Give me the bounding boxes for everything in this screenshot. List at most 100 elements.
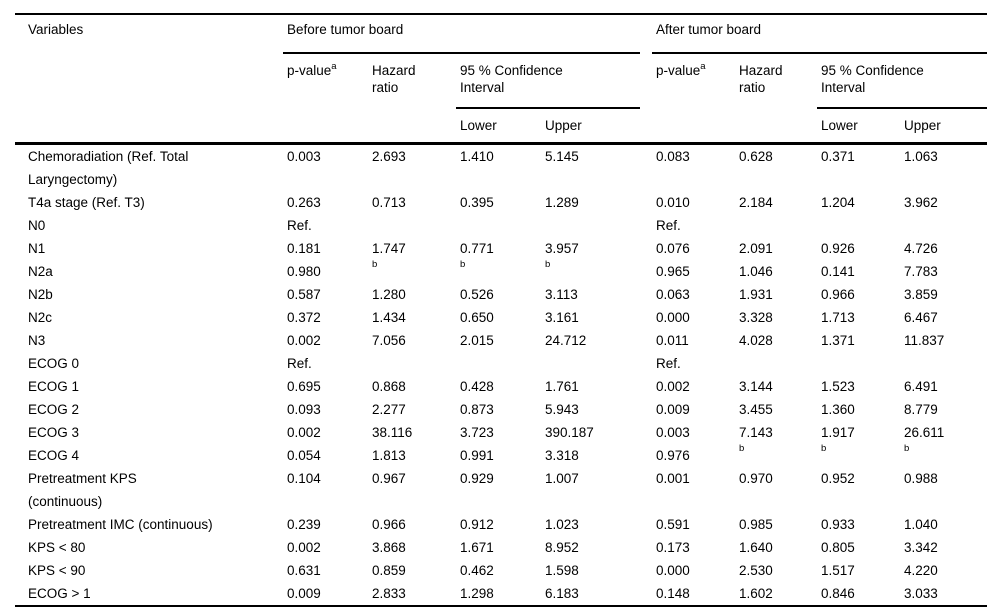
value-cell: b bbox=[735, 444, 817, 467]
value-cell: 0.859 bbox=[372, 563, 406, 578]
variable-cell: N2b bbox=[28, 287, 53, 302]
table-row: ECOG 0 Ref. Ref. bbox=[15, 352, 987, 375]
spacer-cell bbox=[640, 421, 652, 444]
before-lower-header: Lower bbox=[460, 118, 497, 133]
table-row: N0 Ref. Ref. bbox=[15, 214, 987, 237]
value-cell: 3.033 bbox=[900, 582, 988, 607]
value-cell: 6.491 bbox=[904, 379, 938, 394]
spacer-cell bbox=[640, 444, 652, 467]
value-cell: 5.145 bbox=[541, 142, 640, 191]
footnote-b-marker: b bbox=[545, 260, 551, 270]
spacer-cell bbox=[640, 142, 652, 191]
value-cell: 1.434 bbox=[372, 310, 406, 325]
value-cell: 0.093 bbox=[287, 402, 321, 417]
value-cell: 0.846 bbox=[817, 582, 900, 607]
value-cell: b bbox=[368, 260, 456, 283]
value-cell: 5.943 bbox=[545, 402, 579, 417]
p-value-label: p-value bbox=[656, 63, 701, 78]
value-cell: 0.076 bbox=[656, 241, 690, 256]
value-cell: 7.056 bbox=[372, 333, 406, 348]
table-row: Chemoradiation (Ref. Total Laryngectomy)… bbox=[15, 142, 988, 191]
value-cell: 0.933 bbox=[821, 517, 855, 532]
value-cell: 0.141 bbox=[821, 264, 855, 279]
bounds-header-row: Lower Upper Lower Upper bbox=[15, 108, 987, 144]
value-cell: 6.467 bbox=[904, 310, 938, 325]
empty-header-cell bbox=[652, 108, 735, 144]
spacer-cell bbox=[640, 582, 652, 607]
variable-cell: ECOG 1 bbox=[28, 379, 80, 394]
spacer-cell bbox=[640, 375, 652, 398]
value-cell: 3.455 bbox=[739, 402, 773, 417]
value-cell: 0.011 bbox=[656, 333, 689, 348]
value-cell: 1.598 bbox=[545, 563, 579, 578]
value-cell bbox=[456, 352, 541, 375]
value-cell: 1.040 bbox=[904, 517, 938, 532]
empty-header-cell bbox=[15, 108, 283, 144]
value-cell: 0.805 bbox=[821, 540, 855, 555]
value-cell: 3.723 bbox=[460, 425, 494, 440]
value-cell: Ref. bbox=[287, 218, 312, 233]
value-cell: 1.371 bbox=[821, 333, 855, 348]
value-cell: Ref. bbox=[656, 218, 681, 233]
sub-header-row: p-valuea Hazard ratio 95 % Confidence In… bbox=[15, 53, 988, 109]
spacer-cell bbox=[640, 214, 652, 237]
value-cell: 0.526 bbox=[460, 287, 494, 302]
group-spacer bbox=[640, 53, 652, 108]
value-cell: 1.671 bbox=[460, 540, 494, 555]
value-cell: 3.859 bbox=[904, 287, 938, 302]
value-cell: 0.771 bbox=[460, 241, 494, 256]
value-cell: 0.000 bbox=[656, 563, 690, 578]
table-row: T4a stage (Ref. T3) 0.263 0.713 0.395 1.289 0… bbox=[15, 191, 987, 214]
spacer-cell bbox=[640, 306, 652, 329]
group-spacer bbox=[640, 108, 652, 144]
spacer-cell bbox=[640, 467, 652, 513]
table-row: ECOG 4 0.054 1.813 0.991 3.318 0.976 b b b bbox=[15, 444, 987, 467]
regression-results-table: Variables Before tumor board After tumor… bbox=[15, 13, 988, 607]
value-cell: 11.837 bbox=[904, 333, 945, 348]
spacer-cell bbox=[640, 536, 652, 559]
table-row: ECOG 3 0.002 38.116 3.723 390.187 0.003 7.143 1… bbox=[15, 421, 987, 444]
value-cell: 0.181 bbox=[287, 241, 321, 256]
table-row: N1 0.181 1.747 0.771 3.957 0.076 2.091 0.926 4.7… bbox=[15, 237, 987, 260]
value-cell: 0.000 bbox=[656, 310, 690, 325]
value-cell: 2.091 bbox=[739, 241, 773, 256]
footnote-b-marker: b bbox=[821, 444, 827, 454]
value-cell: 1.298 bbox=[456, 582, 541, 607]
value-cell: 1.517 bbox=[821, 563, 855, 578]
value-cell: 0.966 bbox=[372, 517, 406, 532]
empty-header-cell bbox=[735, 108, 817, 144]
table-row: ECOG 2 0.093 2.277 0.873 5.943 0.009 3.455 1.36… bbox=[15, 398, 987, 421]
value-cell: 2.277 bbox=[372, 402, 406, 417]
value-cell: 0.988 bbox=[904, 471, 938, 486]
value-cell: 2.530 bbox=[739, 563, 773, 578]
table-row: KPS < 90 0.631 0.859 0.462 1.598 0.000 2.530 1.… bbox=[15, 559, 987, 582]
value-cell: 0.002 bbox=[656, 379, 690, 394]
value-cell: 0.003 bbox=[283, 142, 368, 191]
value-cell: 0.985 bbox=[739, 517, 773, 532]
spacer-cell bbox=[640, 283, 652, 306]
value-cell: 0.002 bbox=[287, 333, 321, 348]
value-cell: b bbox=[456, 260, 541, 283]
spacer-cell bbox=[640, 260, 652, 283]
value-cell: 38.116 bbox=[372, 425, 413, 440]
variable-cell: KPS < 90 bbox=[28, 563, 86, 578]
footnote-b-marker: b bbox=[372, 260, 378, 270]
value-cell: 2.693 bbox=[368, 142, 456, 191]
value-cell bbox=[541, 214, 640, 237]
value-cell: 3.868 bbox=[372, 540, 406, 555]
after-hazard-ratio-header: Hazard ratio bbox=[739, 63, 783, 95]
value-cell bbox=[817, 352, 900, 375]
variable-cell: ECOG 0 bbox=[28, 356, 80, 371]
value-cell bbox=[456, 214, 541, 237]
after-lower-header: Lower bbox=[821, 118, 858, 133]
value-cell: 0.926 bbox=[821, 241, 855, 256]
value-cell: 1.204 bbox=[821, 195, 855, 210]
value-cell: 0.631 bbox=[287, 563, 321, 578]
value-cell: Ref. bbox=[656, 356, 681, 371]
value-cell: 0.148 bbox=[652, 582, 735, 607]
value-cell: 0.965 bbox=[656, 264, 690, 279]
value-cell bbox=[735, 352, 817, 375]
value-cell: 3.342 bbox=[904, 540, 938, 555]
variable-cell: Pretreatment KPS (continuous) bbox=[28, 471, 137, 509]
value-cell: 0.372 bbox=[287, 310, 321, 325]
